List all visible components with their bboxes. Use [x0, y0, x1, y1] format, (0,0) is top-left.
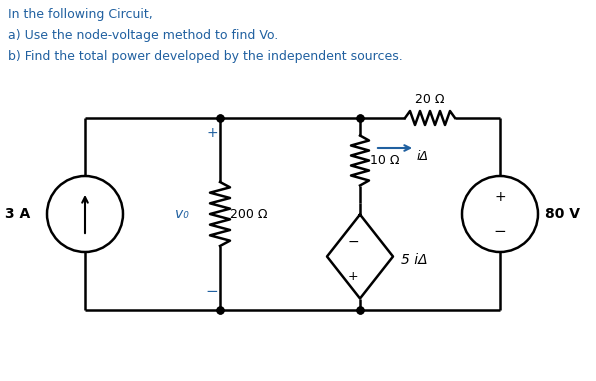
Text: +: +	[347, 270, 358, 283]
Text: a) Use the node-voltage method to find Vo.: a) Use the node-voltage method to find V…	[8, 29, 278, 42]
Text: +: +	[494, 190, 506, 204]
Text: 200 Ω: 200 Ω	[230, 208, 268, 221]
Text: 10 Ω: 10 Ω	[370, 154, 399, 167]
Text: b) Find the total power developed by the independent sources.: b) Find the total power developed by the…	[8, 50, 403, 63]
Text: +: +	[206, 126, 218, 140]
Text: In the following Circuit,: In the following Circuit,	[8, 8, 153, 21]
Text: 5 iΔ: 5 iΔ	[401, 253, 427, 267]
Text: 80 V: 80 V	[545, 207, 580, 221]
Text: 3 A: 3 A	[5, 207, 30, 221]
Text: v₀: v₀	[175, 207, 189, 221]
Text: −: −	[206, 285, 218, 299]
Text: −: −	[493, 224, 507, 240]
Text: iΔ: iΔ	[417, 150, 429, 163]
Text: 20 Ω: 20 Ω	[415, 93, 445, 106]
Text: −: −	[347, 234, 359, 248]
